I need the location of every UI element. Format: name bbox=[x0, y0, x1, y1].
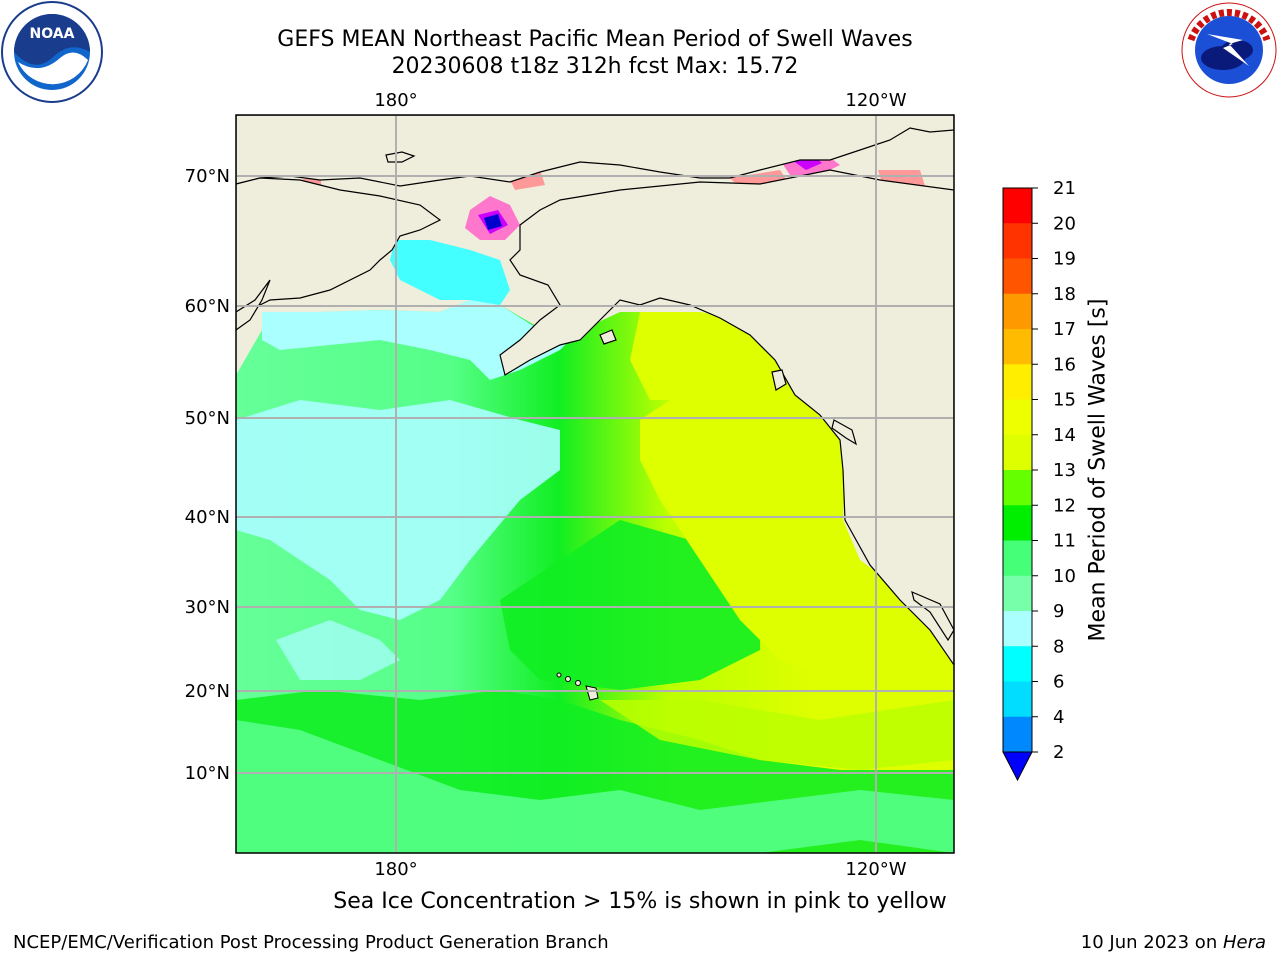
ocean-band-south-yellow bbox=[600, 700, 954, 770]
colorbar-tick-label: 17 bbox=[1053, 319, 1076, 340]
chart-subtitle: 20230608 t18z 312h fcst Max: 15.72 bbox=[391, 54, 799, 79]
colorbar-segment bbox=[1003, 646, 1032, 682]
ocean-central-green bbox=[500, 520, 760, 690]
map-frame bbox=[235, 114, 955, 854]
lat-label-60n: 60°N bbox=[185, 296, 230, 317]
colorbar-tick-label: 6 bbox=[1053, 672, 1064, 693]
colorbar-tick-label: 20 bbox=[1053, 213, 1076, 234]
colorbar-tick-label: 15 bbox=[1053, 390, 1076, 411]
colorbar-segment bbox=[1003, 505, 1032, 541]
colorbar-tick-label: 19 bbox=[1053, 249, 1076, 270]
colorbar: 21 20 19 18 17 16 15 14 13 12 11 10 9 8 6 4 2 bbox=[1002, 178, 1076, 782]
colorbar-tick-label: 11 bbox=[1053, 531, 1076, 552]
colorbar-segment bbox=[1003, 716, 1032, 753]
lon-label-bottom-120w: 120°W bbox=[845, 859, 906, 880]
noaa-logo: NOAA bbox=[1, 1, 103, 103]
colorbar-segment bbox=[1003, 223, 1032, 259]
colorbar-segment bbox=[1003, 293, 1032, 330]
footer-credit: NCEP/EMC/Verification Post Processing Pr… bbox=[13, 932, 609, 953]
colorbar-tick-label: 12 bbox=[1053, 495, 1076, 516]
colorbar-segment bbox=[1003, 399, 1032, 436]
colorbar-segment bbox=[1003, 681, 1032, 718]
colorbar-tick-label: 14 bbox=[1053, 425, 1076, 446]
graticule bbox=[236, 115, 954, 853]
map-axis-labels: 180° 120°W 180° 120°W 70°N 60°N 50°N 40°… bbox=[185, 90, 907, 880]
colorbar-segment bbox=[1003, 575, 1032, 612]
colorbar-tick-label: 4 bbox=[1053, 707, 1064, 728]
colorbar-segment bbox=[1003, 329, 1032, 365]
colorbar-segment bbox=[1003, 540, 1032, 577]
noaa-logo-text: NOAA bbox=[30, 26, 75, 42]
colorbar-tick-label: 2 bbox=[1053, 742, 1064, 763]
lat-label-10n: 10°N bbox=[185, 763, 230, 784]
colorbar-segment bbox=[1003, 258, 1032, 295]
colorbar-segment bbox=[1003, 188, 1032, 224]
chart-title: GEFS MEAN Northeast Pacific Mean Period … bbox=[277, 27, 913, 52]
lat-label-70n: 70°N bbox=[185, 166, 230, 187]
colorbar-tick-label: 21 bbox=[1053, 178, 1076, 199]
ocean-band-south-light bbox=[236, 720, 954, 853]
colorbar-tick-label: 9 bbox=[1053, 601, 1064, 622]
bering-cyan bbox=[262, 300, 570, 380]
bering-strait-cyan bbox=[390, 240, 510, 305]
footer-date-text: 10 Jun 2023 on bbox=[1080, 932, 1223, 953]
sea-ice-note-text: Sea Ice Concentration > 15% is shown in … bbox=[333, 889, 947, 914]
lon-label-top-120w: 120°W bbox=[845, 90, 906, 111]
lat-label-40n: 40°N bbox=[185, 507, 230, 528]
ocean-yellow-north bbox=[630, 312, 780, 400]
footer-host: Hera bbox=[1222, 932, 1266, 953]
ocean-cyan-west bbox=[236, 400, 560, 620]
colorbar-tick-label: 18 bbox=[1053, 284, 1076, 305]
lat-label-50n: 50°N bbox=[185, 408, 230, 429]
colorbar-segment bbox=[1003, 434, 1032, 471]
colorbar-tick-label: 16 bbox=[1053, 354, 1076, 375]
colorbar-segment bbox=[1003, 470, 1032, 506]
colorbar-tick-label: 8 bbox=[1053, 636, 1064, 657]
lon-label-top-180: 180° bbox=[374, 90, 417, 111]
nws-logo bbox=[1181, 2, 1277, 98]
colorbar-extend-arrow bbox=[1002, 751, 1033, 782]
colorbar-segment bbox=[1003, 611, 1032, 647]
colorbar-segment bbox=[1003, 364, 1032, 400]
ocean-cyan-west-2 bbox=[276, 620, 400, 680]
footer-date: 10 Jun 2023 on Hera bbox=[1081, 932, 1266, 953]
lat-label-30n: 30°N bbox=[185, 597, 230, 618]
lat-label-20n: 20°N bbox=[185, 681, 230, 702]
hawaii-islands bbox=[556, 672, 599, 701]
sea-ice-note: Sea Ice Concentration > 15% is shown in … bbox=[0, 889, 1280, 914]
map-plot-area bbox=[236, 115, 954, 853]
colorbar-tick-label: 13 bbox=[1053, 460, 1076, 481]
colorbar-tick-label: 10 bbox=[1053, 566, 1076, 587]
lon-label-bottom-180: 180° bbox=[374, 859, 417, 880]
land-overlay bbox=[236, 115, 954, 667]
colorbar-label: Mean Period of Swell Waves [s] bbox=[1085, 298, 1111, 642]
